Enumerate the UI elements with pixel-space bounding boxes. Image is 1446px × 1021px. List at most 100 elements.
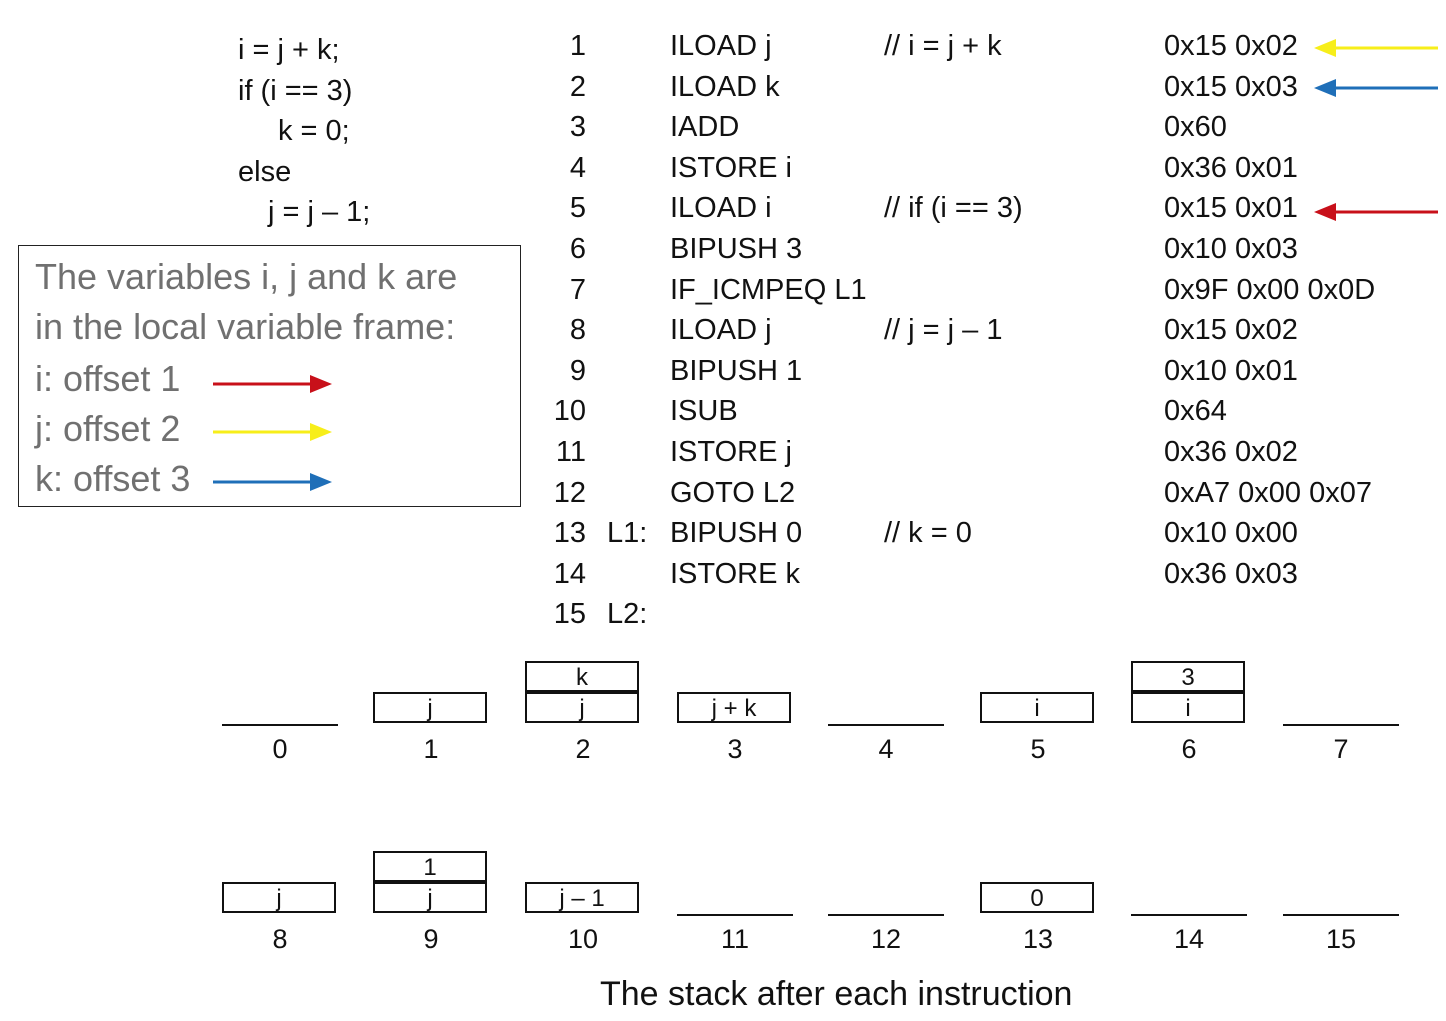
hex-bytes: 0x60 [1164,111,1227,144]
empty-stack-line [222,724,338,726]
stack-index: 15 [1325,924,1357,954]
line-number: 8 [569,314,586,347]
instruction: BIPUSH 0 [670,517,803,550]
diagram-caption: The stack after each instruction [600,975,1073,1013]
stack-cell: j [222,882,336,913]
stack-cell: i [1131,692,1245,723]
empty-stack-line [1131,914,1247,916]
empty-stack-line [828,724,944,726]
source-line: if (i == 3) [238,74,353,107]
instruction: ILOAD k [670,70,780,103]
stack-cell: i [980,692,1094,723]
hex-bytes: 0x15 0x03 [1164,70,1298,103]
stack-index: 0 [272,734,288,764]
instruction: IADD [670,111,740,144]
line-number: 10 [553,395,586,428]
hex-bytes: 0x36 0x01 [1164,151,1298,184]
line-label: L1: [607,517,648,550]
line-number: 3 [569,111,586,144]
instruction: ILOAD j [670,314,772,347]
hex-bytes: 0x9F 0x00 0x0D [1164,273,1376,306]
stack-cell: 3 [1131,661,1245,692]
stack-index: 6 [1181,734,1197,764]
hex-bytes: 0x15 0x02 [1164,314,1298,347]
empty-stack-line [1283,724,1399,726]
legend-offset-i: i: offset 1 [35,358,181,399]
stack-cell: j [373,692,487,723]
source-line: else [238,155,292,188]
line-number: 13 [553,517,586,550]
instruction: BIPUSH 3 [670,233,803,265]
instruction: IF_ICMPEQ L1 [670,273,867,306]
line-number: 1 [569,30,586,62]
line-number: 7 [569,273,586,306]
legend-arrow-yellow [213,423,332,441]
line-number: 5 [569,192,586,225]
stack-index: 2 [575,734,591,764]
instruction-comment: // k = 0 [884,517,972,550]
legend-offset-j: j: offset 2 [35,408,181,449]
legend-offset-k: k: offset 3 [35,458,191,499]
legend-arrow-red [213,375,332,393]
legend-line: in the local variable frame: [35,306,456,347]
stack-index: 3 [727,734,743,764]
line-label: L2: [607,598,648,631]
legend-line: The variables i, j and k are [35,256,458,297]
hex-bytes: 0x10 0x03 [1164,233,1298,265]
stack-index: 8 [272,924,288,954]
instruction: BIPUSH 1 [670,354,803,387]
listing-arrow-yellow [1314,39,1438,57]
stack-cell: k [525,661,639,692]
stack-index: 4 [878,734,894,764]
empty-stack-line [1283,914,1399,916]
stack-cell: 1 [373,851,487,882]
line-number: 12 [553,476,586,509]
stack-cell: j – 1 [525,882,639,913]
hex-bytes: 0x15 0x02 [1164,30,1298,62]
hex-bytes: 0x10 0x01 [1164,354,1298,387]
line-number: 15 [553,598,586,631]
empty-stack-line [828,914,944,916]
line-number: 14 [553,557,586,590]
line-number: 9 [569,354,586,387]
source-line: j = j – 1; [268,196,371,228]
stack-index: 5 [1030,734,1046,764]
instruction-comment: // if (i == 3) [884,192,1023,225]
legend-arrow-blue [213,473,332,491]
stack-index: 7 [1333,734,1349,764]
hex-bytes: 0x15 0x01 [1164,192,1298,225]
stack-index: 1 [423,734,439,764]
stack-index: 10 [567,924,599,954]
listing-arrow-blue [1314,79,1438,97]
instruction: ILOAD i [670,192,772,225]
line-number: 4 [569,151,586,184]
line-number: 6 [569,233,586,265]
line-number: 11 [555,436,586,468]
hex-bytes: 0x36 0x03 [1164,557,1298,590]
stack-cell: j [525,692,639,723]
stack-index: 14 [1173,924,1205,954]
legend-box: The variables i, j and k are in the loca… [18,245,521,507]
stack-index: 12 [870,924,902,954]
listing-arrow-red [1314,203,1438,221]
instruction: ISTORE k [670,557,800,590]
empty-stack-line [677,914,793,916]
stack-cell: j [373,882,487,913]
stack-index: 9 [423,924,439,954]
instruction-comment: // j = j – 1 [884,314,1003,347]
stack-index: 11 [720,924,750,954]
instruction: ISTORE i [670,151,792,184]
stack-index: 13 [1022,924,1054,954]
hex-bytes: 0x10 0x00 [1164,517,1298,550]
stack-cell: j + k [677,692,791,723]
hex-bytes: 0xA7 0x00 0x07 [1164,476,1372,509]
instruction: ISTORE j [670,436,792,468]
instruction: ILOAD j [670,30,772,62]
instruction: GOTO L2 [670,476,796,509]
stack-cell: 0 [980,882,1094,913]
instruction-comment: // i = j + k [884,30,1002,62]
hex-bytes: 0x64 [1164,395,1227,428]
line-number: 2 [569,70,586,103]
instruction: ISUB [670,395,738,428]
